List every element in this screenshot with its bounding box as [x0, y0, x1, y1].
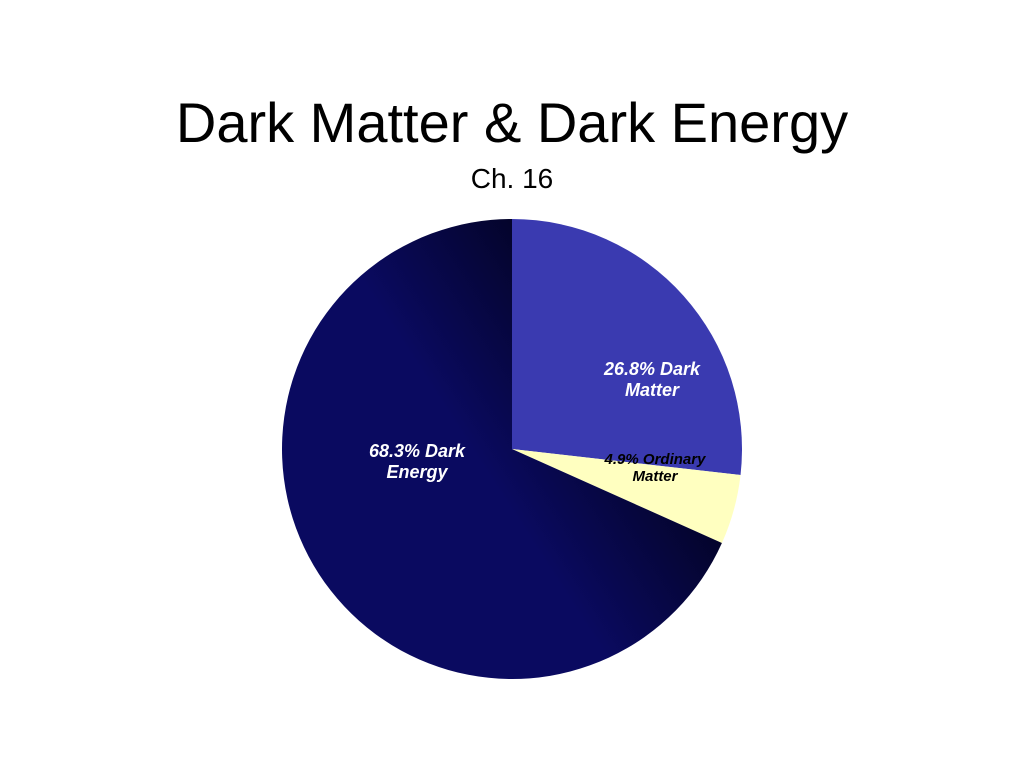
pie-chart: 26.8% Dark Matter4.9% Ordinary Matter68.… [282, 219, 742, 679]
pie-svg [282, 219, 742, 679]
page-title: Dark Matter & Dark Energy [0, 90, 1024, 155]
slide: Dark Matter & Dark Energy Ch. 16 26.8% D… [0, 0, 1024, 768]
pie-slice-dark-matter [512, 219, 742, 475]
page-subtitle: Ch. 16 [0, 163, 1024, 195]
